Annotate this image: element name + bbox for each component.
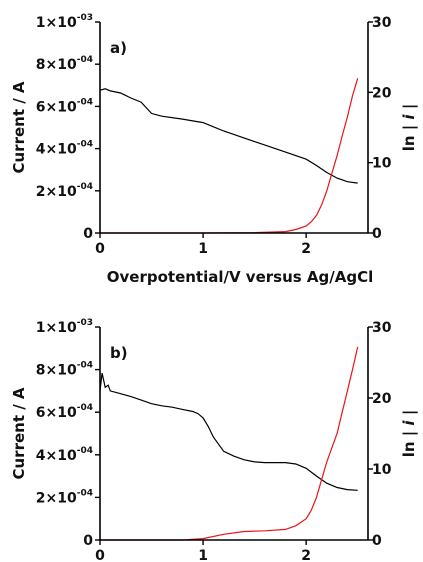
- y-tick-label: 2×10-04: [36, 182, 93, 200]
- y2-tick-label: 0: [372, 533, 382, 549]
- y-tick-label: 0: [83, 533, 93, 549]
- y-tick-label: 4×10-04: [36, 446, 93, 464]
- x-tick-label: 2: [301, 548, 311, 562]
- y-tick-label: 1×10-03: [36, 13, 93, 31]
- y-tick-label: 6×10-04: [36, 97, 93, 115]
- y-axis-title: Current / A: [10, 387, 28, 479]
- y-tick-label: 1×10-03: [36, 318, 93, 336]
- y2-tick-label: 0: [372, 226, 382, 242]
- y2-tick-label: 30: [372, 320, 392, 336]
- panel-label: a): [110, 39, 127, 57]
- series-line-current: [99, 88, 358, 184]
- series-line-ln-current: [100, 78, 359, 234]
- x-tick-label: 2: [301, 241, 311, 257]
- y2-tick-label: 10: [372, 156, 392, 172]
- y-tick-label: 8×10-04: [36, 361, 93, 379]
- y2-tick-label: 10: [372, 462, 392, 478]
- y2-tick-label: 30: [372, 15, 392, 31]
- panel-label: b): [110, 344, 128, 362]
- y-tick-label: 2×10-04: [36, 488, 93, 506]
- y-tick-label: 4×10-04: [36, 140, 93, 158]
- chart-panel-b: 02×10-044×10-046×10-048×10-041×10-030102…: [10, 318, 419, 562]
- y-tick-label: 8×10-04: [36, 55, 93, 73]
- y-axis-title: Current / A: [10, 81, 28, 173]
- x-tick-label: 1: [198, 548, 208, 562]
- chart-panel-a: 02×10-044×10-046×10-048×10-041×10-030102…: [10, 13, 419, 286]
- y2-tick-label: 20: [372, 391, 392, 407]
- x-tick-label: 0: [95, 241, 105, 257]
- y2-axis-title: ln | i |: [400, 104, 419, 152]
- x-tick-label: 0: [95, 548, 105, 562]
- series-line-current: [99, 372, 358, 491]
- y-tick-label: 6×10-04: [36, 403, 93, 421]
- x-tick-label: 1: [198, 241, 208, 257]
- y2-tick-label: 20: [372, 85, 392, 101]
- x-axis-title: Overpotential/V versus Ag/AgCl: [107, 268, 373, 286]
- series-line-ln-current: [100, 346, 359, 541]
- y2-axis-title: ln | i |: [400, 410, 419, 458]
- y-tick-label: 0: [83, 226, 93, 242]
